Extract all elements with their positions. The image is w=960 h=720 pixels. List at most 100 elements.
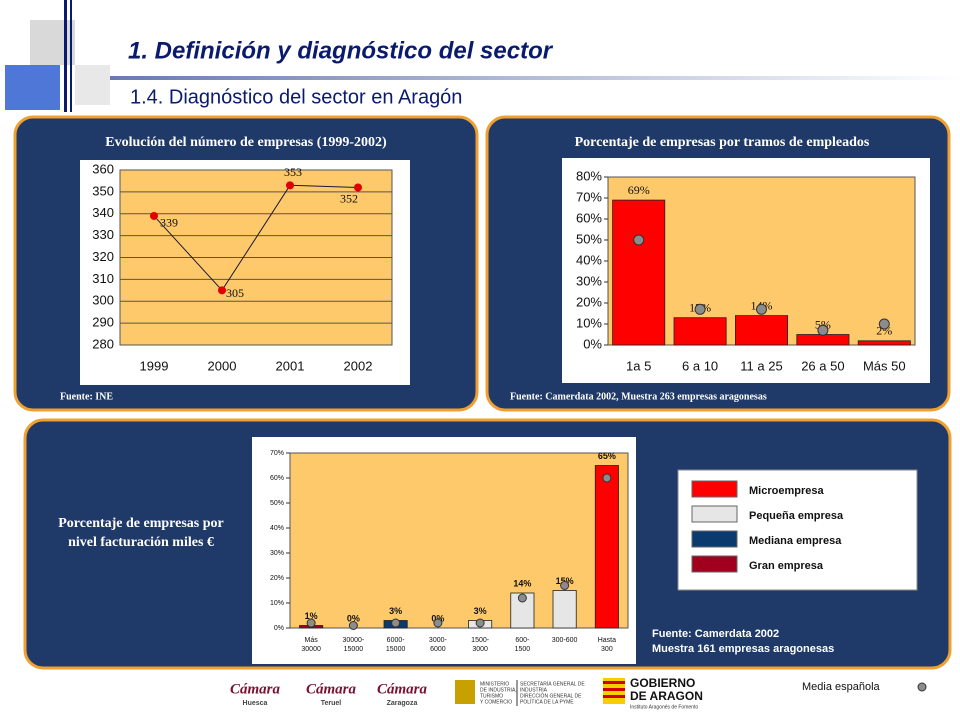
x-tick-label: 2002: [344, 358, 373, 373]
legend-label: Media española: [802, 681, 881, 693]
logo: Huesca: [243, 700, 268, 707]
logo: SECRETARÍA GENERAL DE: [520, 680, 585, 687]
marker: [348, 621, 358, 630]
marker: [694, 303, 706, 315]
logo: TURISMO: [480, 693, 503, 699]
header-rule: [110, 76, 960, 80]
bar: [735, 315, 788, 346]
chart-title: Porcentaje de empresas por tramos de emp…: [575, 135, 870, 150]
logo: DIRECCIÓN GENERAL DE: [520, 692, 582, 699]
data-label: 3%: [389, 606, 402, 616]
data-label: 0%: [431, 613, 444, 623]
y-tick-label: 50%: [270, 500, 284, 507]
x-tick-label: 15000: [344, 646, 364, 653]
data-label: 305: [226, 286, 244, 300]
x-tick-label: Hasta: [598, 637, 616, 644]
deco-square: [75, 65, 110, 105]
x-tick-label: 26 a 50: [801, 358, 844, 373]
x-tick-label: 3000-: [429, 637, 448, 644]
legend-swatch: [691, 505, 738, 523]
data-label: 353: [284, 165, 302, 179]
bar: [552, 590, 577, 629]
marker: [633, 234, 645, 246]
y-tick-label: 350: [92, 183, 114, 198]
y-tick-label: 30%: [270, 550, 284, 557]
x-tick-label: Más: [305, 637, 319, 644]
bar: [673, 317, 727, 346]
x-tick-label: 3000: [472, 646, 488, 653]
point: [218, 286, 226, 295]
legend-label: Microempresa: [749, 485, 824, 497]
x-tick-label: 1500-: [471, 637, 490, 644]
y-tick-label: 70%: [576, 189, 602, 204]
y-tick-label: 360: [92, 161, 114, 176]
marker: [756, 303, 767, 315]
logo: Instituto Aragonés de Fomento: [630, 704, 698, 710]
data-label: 69%: [628, 183, 650, 197]
x-tick-label: 11 a 25: [740, 358, 782, 373]
y-tick-label: 50%: [576, 231, 602, 246]
x-tick-label: 15000: [386, 646, 406, 653]
page-subtitle: 1.4. Diagnóstico del sector en Aragón: [130, 86, 462, 108]
logo: POLÍTICA DE LA PYME: [520, 698, 574, 705]
data-label: 339: [160, 216, 178, 230]
y-tick-label: 40%: [576, 252, 602, 267]
legend-swatch: [691, 555, 738, 573]
data-label: 1%: [305, 611, 318, 621]
x-tick-label: 30000-: [342, 637, 364, 644]
y-tick-label: 310: [92, 271, 114, 286]
data-label: 15%: [556, 576, 574, 586]
logo: Cámara: [230, 681, 281, 697]
deco-square: [5, 65, 60, 110]
y-tick-label: 80%: [576, 168, 602, 183]
logo: INDUSTRIA: [520, 687, 548, 693]
marker: [560, 581, 570, 590]
x-tick-label: 6 a 10: [682, 358, 718, 373]
source: Fuente: Camerdata 2002, Muestra 263 empr…: [510, 391, 767, 402]
y-tick-label: 20%: [270, 575, 284, 582]
marker: [517, 593, 527, 603]
deco-line: [70, 0, 72, 112]
x-tick-label: 300-600: [552, 637, 578, 644]
marker: [817, 324, 829, 336]
logo: DE INDUSTRIA,: [480, 687, 517, 693]
bar: [612, 199, 666, 346]
x-tick-label: 1a 5: [626, 358, 651, 373]
legend-label: Mediana empresa: [749, 535, 842, 547]
x-tick-label: 600-: [515, 637, 530, 644]
logo: Teruel: [321, 700, 342, 707]
bar: [857, 340, 911, 346]
bar: [796, 334, 850, 346]
x-tick-label: 1500: [515, 646, 531, 653]
deco-square: [30, 20, 75, 65]
marker: [306, 618, 316, 628]
x-tick-label: 6000-: [387, 637, 406, 644]
legend-swatch: [691, 530, 738, 548]
y-tick-label: 320: [92, 249, 114, 264]
y-tick-label: 280: [92, 336, 114, 351]
data-label: 14%: [513, 578, 531, 588]
data-label: 3%: [474, 606, 487, 616]
point: [354, 183, 362, 192]
legend-marker: [917, 682, 927, 692]
marker: [878, 318, 890, 330]
source: Fuente: Camerdata 2002: [652, 628, 779, 640]
legend-label: Gran empresa: [749, 560, 824, 572]
bar: [594, 465, 619, 629]
logo-shield: [455, 680, 475, 704]
y-tick-label: 290: [92, 315, 114, 330]
y-tick-label: 70%: [270, 450, 284, 457]
y-tick-label: 340: [92, 205, 114, 220]
page-title: 1. Definición y diagnóstico del sector: [128, 37, 554, 64]
logo-flag: [603, 695, 625, 698]
y-tick-label: 300: [92, 293, 114, 308]
x-tick-label: 6000: [430, 646, 446, 653]
line: [153, 184, 359, 292]
logo-flag: [603, 681, 625, 684]
marker: [602, 473, 612, 483]
logo: Y COMERCIO: [480, 699, 512, 705]
x-tick-label: 2000: [208, 358, 237, 373]
legend-swatch: [691, 480, 738, 498]
logo: GOBIERNO: [630, 676, 695, 690]
